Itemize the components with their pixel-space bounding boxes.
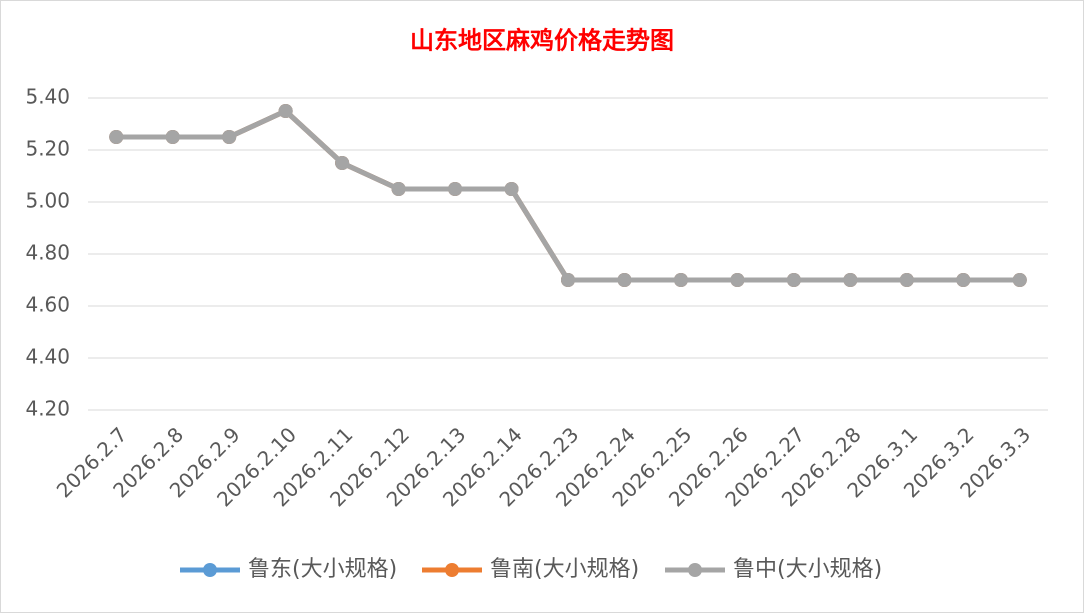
y-tick-label: 4.60 <box>25 293 70 317</box>
legend-marker <box>203 563 217 577</box>
y-tick-label: 4.40 <box>25 345 70 369</box>
y-tick-label: 4.20 <box>25 397 70 421</box>
data-point <box>335 156 350 170</box>
y-tick-label: 5.00 <box>25 189 70 213</box>
data-point <box>391 182 406 196</box>
y-tick-label: 5.40 <box>25 85 70 109</box>
data-point <box>730 273 745 287</box>
data-point <box>786 273 801 287</box>
y-tick-label: 4.80 <box>25 241 70 265</box>
legend-label: 鲁中(大小规格) <box>733 557 882 582</box>
data-point <box>956 273 971 287</box>
data-point <box>673 273 688 287</box>
data-point <box>448 182 463 196</box>
data-point <box>222 130 237 144</box>
chart-title: 山东地区麻鸡价格走势图 <box>410 26 674 55</box>
data-point <box>504 182 519 196</box>
data-point <box>617 273 632 287</box>
legend-label: 鲁南(大小规格) <box>490 557 639 582</box>
data-point <box>278 104 293 118</box>
y-tick-label: 5.20 <box>25 137 70 161</box>
legend-marker <box>445 563 459 577</box>
data-point <box>561 273 575 287</box>
data-point <box>1012 273 1027 287</box>
data-point <box>899 273 914 287</box>
data-point <box>165 130 180 144</box>
legend-marker <box>688 563 702 577</box>
legend-label: 鲁东(大小规格) <box>248 557 397 582</box>
data-point <box>843 273 858 287</box>
data-point <box>109 130 124 144</box>
